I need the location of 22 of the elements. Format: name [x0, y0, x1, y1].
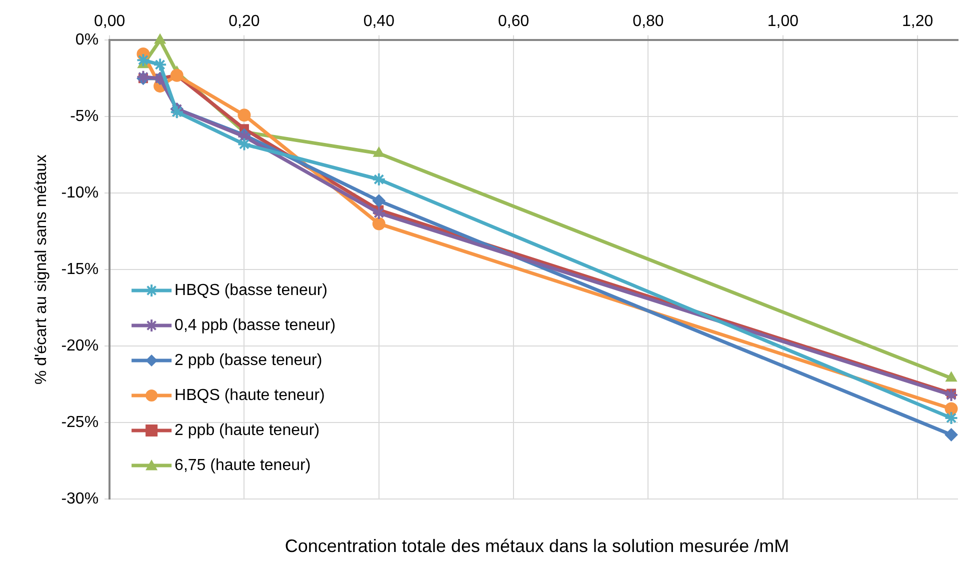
legend-label: HBQS (basse teneur): [174, 282, 328, 299]
y-tick-label: -30%: [61, 490, 99, 508]
legend-label: 6,75 (haute teneur): [174, 456, 311, 474]
y-tick-label: -10%: [61, 184, 99, 202]
x-tick-label: 1,00: [767, 13, 799, 30]
y-tick-label: -25%: [61, 414, 99, 431]
x-tick-label: 0,20: [228, 13, 260, 30]
legend-label: 2 ppb (basse teneur): [174, 352, 322, 369]
y-tick-label: -5%: [70, 108, 99, 126]
x-tick-label: 0,40: [363, 13, 395, 30]
legend-label: 0,4 ppb (basse teneur): [174, 316, 336, 334]
x-tick-label: 0,60: [498, 13, 530, 30]
y-tick-label: -15%: [61, 261, 99, 278]
x-tick-label: 0,80: [632, 13, 664, 30]
legend-label: 2 ppb (haute teneur): [174, 422, 320, 439]
x-tick-label: 1,20: [902, 13, 934, 30]
x-axis-title: Concentration totale des métaux dans la solution mesurée /mM: [284, 536, 790, 557]
y-tick-label: 0%: [75, 32, 99, 49]
y-tick-label: -20%: [61, 337, 99, 354]
legend-label: HBQS (haute teneur): [174, 386, 325, 404]
y-axis-title: % d'écart au signal sans métaux: [33, 154, 50, 385]
x-tick-label: 0,00: [94, 13, 126, 30]
